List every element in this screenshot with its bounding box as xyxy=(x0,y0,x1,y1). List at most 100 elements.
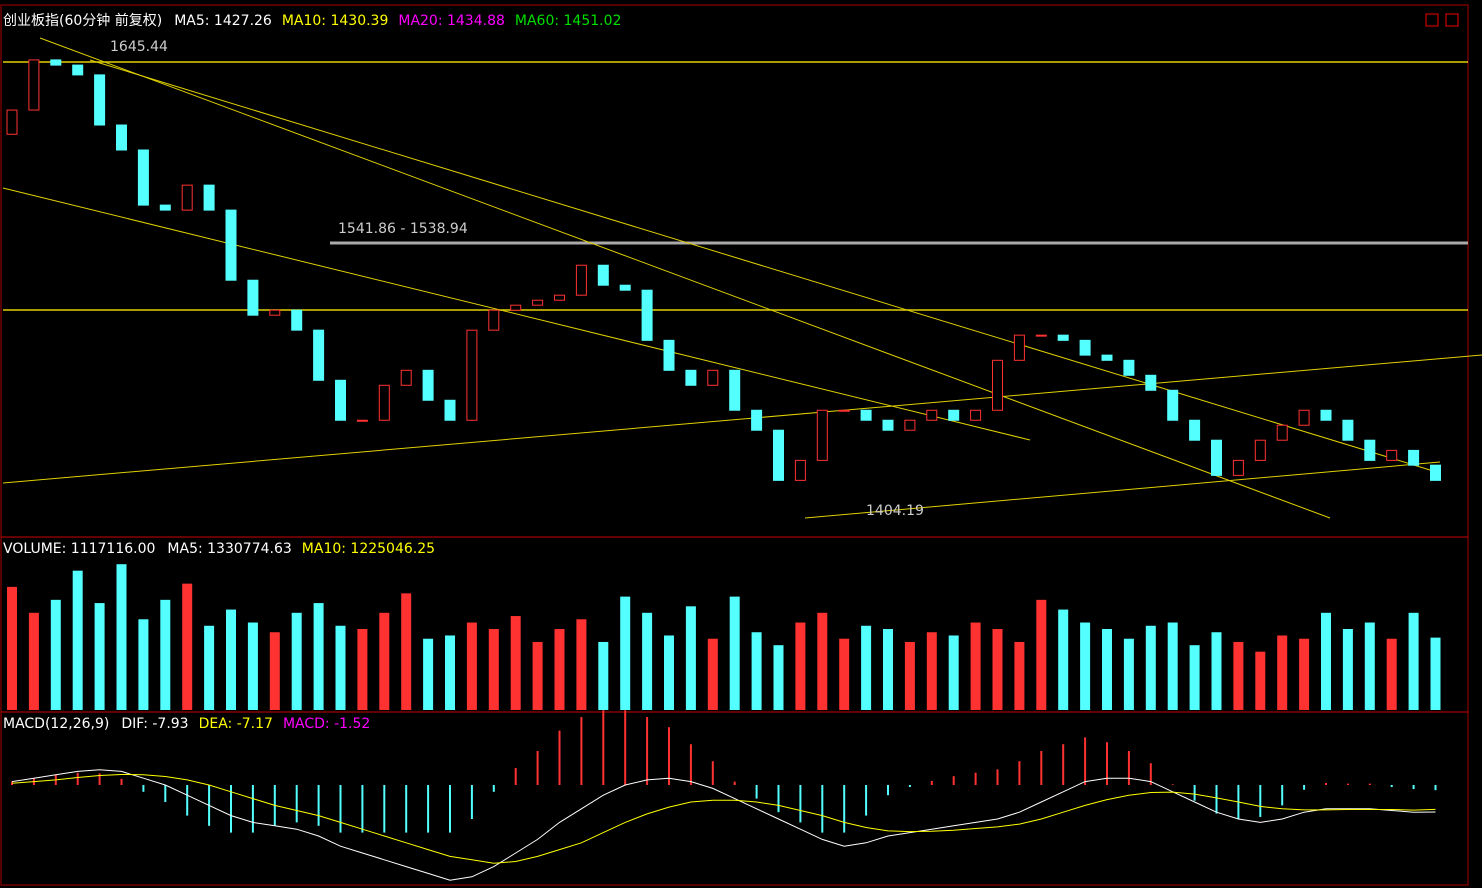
volume-bar xyxy=(160,599,171,710)
volume-bar xyxy=(94,603,105,710)
candle xyxy=(619,284,631,291)
candle xyxy=(992,359,1003,411)
volume-bar xyxy=(664,635,674,710)
volume-bar xyxy=(313,603,324,710)
indicator-label: MA10: 1225046.25 xyxy=(302,541,435,557)
candle xyxy=(6,109,18,135)
candle xyxy=(1079,339,1091,356)
trend-line xyxy=(39,37,1331,519)
volume-bar xyxy=(1145,625,1156,710)
volume-bar xyxy=(948,635,959,710)
candle xyxy=(860,409,872,421)
volume-bar xyxy=(554,629,565,710)
volume-bar xyxy=(247,622,258,710)
volume-bar xyxy=(598,641,609,710)
volume-bar xyxy=(1058,609,1069,710)
candle xyxy=(532,299,544,306)
annotation: 1404.19 xyxy=(866,503,924,519)
volume-bar xyxy=(50,599,61,710)
candle xyxy=(1123,359,1135,376)
candle xyxy=(1298,409,1310,426)
volume-bar xyxy=(795,622,806,710)
annotation: 1645.44 xyxy=(110,39,168,55)
indicator-label: MA60: 1451.02 xyxy=(515,13,622,29)
candle xyxy=(488,309,500,331)
candle xyxy=(510,304,522,311)
volume-bar xyxy=(379,612,390,710)
candle xyxy=(50,59,62,66)
indicator-label: MA5: 1427.26 xyxy=(174,13,272,29)
volume-bar xyxy=(926,632,937,710)
volume-bar xyxy=(1342,629,1353,710)
candle xyxy=(838,409,850,412)
volume-bar xyxy=(7,586,17,710)
candle xyxy=(1232,459,1244,476)
frame xyxy=(0,4,1469,886)
trend-line xyxy=(2,187,1031,441)
volume-bar xyxy=(1430,637,1441,710)
candle xyxy=(116,124,127,151)
window-button[interactable] xyxy=(1445,13,1459,27)
volume-bar xyxy=(1408,612,1419,710)
volume-bar xyxy=(773,645,784,710)
volume-bar xyxy=(1277,635,1288,710)
candle xyxy=(641,289,653,341)
candle xyxy=(773,429,784,481)
candle xyxy=(1211,439,1222,476)
candle xyxy=(1167,389,1179,421)
candle xyxy=(269,309,281,316)
candle xyxy=(422,369,434,401)
candle xyxy=(1386,449,1398,461)
volume-bar xyxy=(423,638,434,710)
candle xyxy=(247,279,259,316)
candle xyxy=(1320,409,1332,421)
indicator-label: DIF: -7.93 xyxy=(121,716,188,732)
volume-bar xyxy=(532,641,543,710)
volume-bar xyxy=(401,593,412,710)
indicator-label: MA20: 1434.88 xyxy=(398,13,505,29)
volume-bar xyxy=(1364,622,1375,710)
volume-bar xyxy=(1299,638,1310,710)
macd-line xyxy=(11,769,1436,881)
volume-bar xyxy=(576,619,587,710)
candle xyxy=(1189,419,1201,441)
volume-bar xyxy=(335,625,346,710)
candle xyxy=(203,184,215,211)
candle xyxy=(400,369,412,386)
candle xyxy=(94,74,106,126)
candle xyxy=(313,329,325,381)
candle xyxy=(335,379,346,421)
volume-bar xyxy=(1233,641,1244,710)
volume-bar xyxy=(883,629,893,710)
volume-bar xyxy=(510,616,521,710)
indicator-label: DEA: -7.17 xyxy=(199,716,273,732)
volume-bar xyxy=(466,622,477,710)
candle xyxy=(1408,449,1420,466)
candle xyxy=(1364,439,1376,461)
candle xyxy=(729,369,741,411)
candle xyxy=(181,184,193,211)
volume-bar xyxy=(357,629,368,710)
volume-bar xyxy=(269,632,280,710)
volume-bar xyxy=(1014,641,1025,710)
volume-bar xyxy=(1080,622,1091,710)
candle xyxy=(1430,464,1441,481)
trend-line xyxy=(804,461,1441,519)
volume-bar xyxy=(1386,638,1397,710)
volume-bar xyxy=(28,612,39,710)
indicator-label: MACD: -1.52 xyxy=(283,716,370,732)
volume-bar xyxy=(817,612,828,710)
candle xyxy=(159,204,171,211)
window-button[interactable] xyxy=(1425,13,1439,27)
volume-bar xyxy=(1255,651,1266,710)
volume-bar xyxy=(1123,638,1134,710)
candle xyxy=(1254,439,1266,461)
candle xyxy=(707,369,719,386)
volume-bar xyxy=(751,632,762,710)
candle xyxy=(378,384,390,421)
candle xyxy=(1276,424,1288,441)
candle xyxy=(1013,334,1025,361)
candle xyxy=(554,294,565,301)
